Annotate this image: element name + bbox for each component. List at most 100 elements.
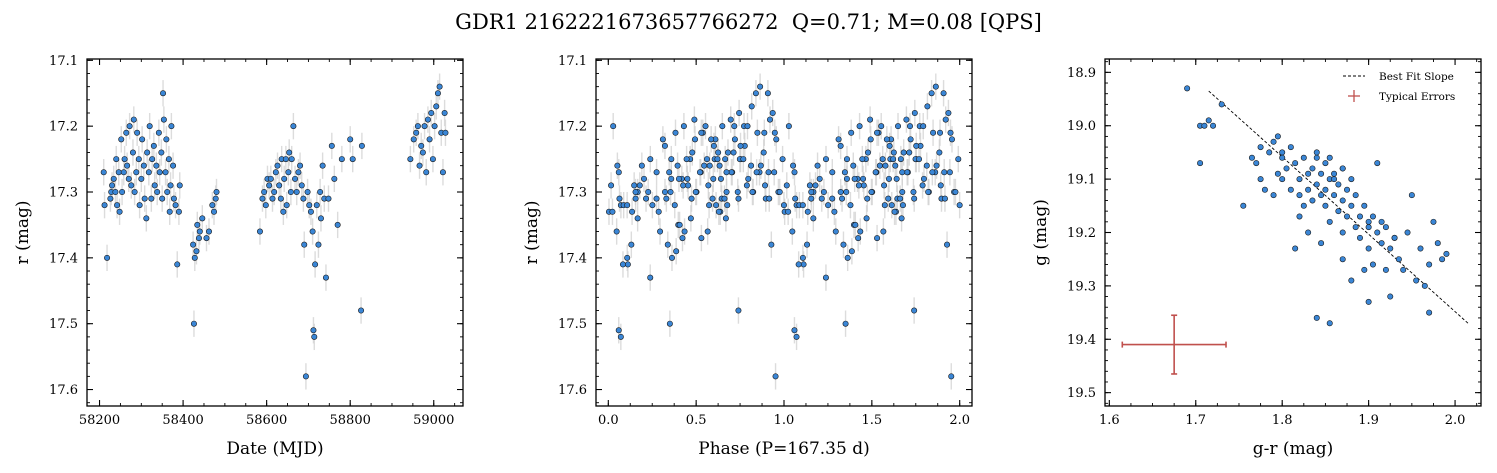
data-point: [145, 169, 152, 176]
data-point: [176, 182, 183, 189]
data-point: [616, 195, 623, 202]
data-point: [1292, 160, 1299, 167]
data-point: [772, 373, 779, 380]
data-point: [158, 149, 165, 156]
data-point: [876, 162, 883, 169]
data-point: [789, 228, 796, 235]
data-point: [666, 169, 673, 176]
data-point: [1248, 154, 1255, 161]
data-point: [667, 189, 674, 196]
data-point: [1287, 186, 1294, 193]
data-point: [410, 136, 417, 143]
data-point: [764, 90, 771, 97]
data-point: [1348, 202, 1355, 209]
data-point: [710, 142, 717, 149]
figure-title: GDR1 2162221673657766272 Q=0.71; M=0.08 …: [455, 10, 1042, 34]
data-point: [628, 241, 635, 248]
data-point: [1365, 218, 1372, 225]
data-point: [349, 156, 356, 163]
data-point: [155, 129, 162, 136]
data-point: [1266, 149, 1273, 156]
data-point: [841, 169, 848, 176]
data-point: [146, 123, 153, 130]
data-point: [638, 162, 645, 169]
data-point: [874, 235, 881, 242]
data-point: [358, 307, 365, 314]
data-point: [419, 149, 426, 156]
data-point: [647, 156, 654, 163]
data-point: [885, 195, 892, 202]
data-point: [721, 195, 728, 202]
data-point: [1356, 213, 1363, 220]
data-point: [932, 83, 939, 90]
y-tick-label: 17.4: [558, 251, 587, 266]
data-point: [762, 182, 769, 189]
data-point: [168, 123, 175, 130]
x-tick-label: 1.9: [1358, 413, 1379, 428]
data-point: [906, 123, 913, 130]
legend: Best Fit Slope Typical Errors: [1343, 71, 1455, 103]
data-point: [1279, 154, 1286, 161]
data-point: [680, 123, 687, 130]
data-point: [298, 182, 305, 189]
data-point: [172, 202, 179, 209]
data-point: [433, 103, 440, 110]
data-point: [661, 142, 668, 149]
data-point: [681, 228, 688, 235]
data-point: [936, 149, 943, 156]
data-point: [1387, 293, 1394, 300]
data-point: [195, 235, 202, 242]
data-point: [757, 83, 764, 90]
x-tick-label: 58600: [246, 413, 287, 428]
data-point: [920, 123, 927, 130]
data-point: [163, 136, 170, 143]
data-point: [882, 162, 889, 169]
data-point: [730, 149, 737, 156]
data-point: [822, 156, 829, 163]
data-point: [128, 182, 135, 189]
data-point: [832, 228, 839, 235]
data-point: [1300, 154, 1307, 161]
data-point: [668, 156, 675, 163]
data-point: [209, 202, 216, 209]
data-point: [119, 189, 126, 196]
data-point: [1430, 218, 1437, 225]
data-point: [808, 189, 815, 196]
data-layer: [1121, 85, 1469, 375]
data-point: [441, 109, 448, 116]
data-point: [659, 136, 666, 143]
x-tick-label: 58400: [162, 413, 203, 428]
data-point: [282, 156, 289, 163]
data-point: [1391, 234, 1398, 241]
data-point: [1404, 229, 1411, 236]
data-point: [114, 202, 121, 209]
data-point: [852, 221, 859, 228]
data-point: [115, 169, 122, 176]
data-point: [910, 189, 917, 196]
data-point: [1378, 240, 1385, 247]
data-point: [615, 169, 622, 176]
data-point: [666, 320, 673, 327]
data-point: [288, 156, 295, 163]
y-tick-label: 17.1: [558, 54, 587, 69]
data-point: [256, 228, 263, 235]
data-point: [109, 182, 116, 189]
data-point: [636, 182, 643, 189]
data-point: [1339, 197, 1346, 204]
data-point: [906, 149, 913, 156]
data-point: [753, 169, 760, 176]
data-point: [930, 129, 937, 136]
data-point: [705, 182, 712, 189]
data-point: [804, 208, 811, 215]
data-point: [679, 235, 686, 242]
data-point: [191, 254, 198, 261]
data-point: [1305, 186, 1312, 193]
data-point: [413, 129, 420, 136]
data-point: [835, 136, 842, 143]
data-point: [900, 149, 907, 156]
data-point: [911, 307, 918, 314]
data-point: [631, 182, 638, 189]
x-tick-label: 1.5: [862, 413, 883, 428]
data-point: [892, 162, 899, 169]
data-point: [899, 189, 906, 196]
